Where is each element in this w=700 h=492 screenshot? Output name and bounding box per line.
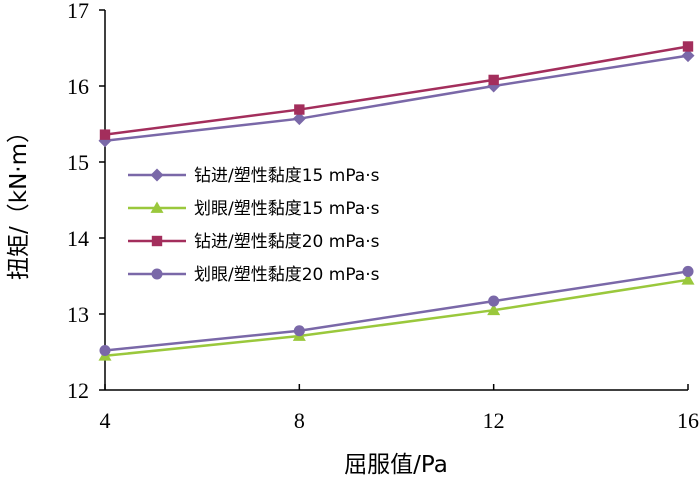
legend-label: 钻进/塑性黏度20 mPa·s — [194, 232, 380, 252]
y-tick-label: 13 — [67, 302, 89, 327]
ticks: 12 13 14 15 16 17 4 8 12 16 — [67, 0, 699, 433]
x-tick-label: 4 — [100, 408, 111, 433]
y-tick-label: 17 — [67, 0, 89, 23]
data-point-circle — [99, 344, 111, 357]
data-point-diamond — [681, 49, 695, 63]
legend-label: 钻进/塑性黏度15 mPa·s — [194, 166, 380, 186]
y-tick-label: 15 — [67, 150, 89, 175]
series-line-4 — [104, 270, 689, 352]
series-line-1 — [104, 54, 689, 142]
series-lines — [104, 45, 689, 358]
legend-swatch-square — [151, 235, 163, 247]
legend: 钻进/塑性黏度15 mPa·s 划眼/塑性黏度15 mPa·s 钻进/塑性黏度20 … — [128, 166, 380, 285]
data-point-circle — [293, 325, 305, 337]
data-point-circle — [682, 265, 694, 277]
series-line-2 — [104, 278, 689, 358]
legend-label: 划眼/塑性黏度20 mPa·s — [194, 265, 380, 285]
data-point-triangle — [681, 273, 695, 285]
data-point-diamond — [292, 112, 306, 126]
legend-swatch-triangle — [150, 201, 164, 213]
legend-swatch-diamond — [150, 168, 164, 182]
legend-swatch-circle — [151, 268, 163, 280]
series-markers — [98, 41, 695, 361]
data-point-square — [488, 74, 499, 86]
series-line-3 — [104, 45, 689, 136]
x-tick-label: 12 — [483, 408, 505, 433]
data-point-square — [99, 129, 111, 140]
data-point-square — [682, 41, 694, 52]
x-axis-title: 屈服值/Pa — [344, 452, 448, 478]
legend-label: 划眼/塑性黏度15 mPa·s — [194, 199, 380, 219]
data-point-circle — [488, 295, 500, 307]
x-tick-label: 8 — [294, 408, 305, 433]
y-tick-label: 16 — [67, 74, 89, 99]
data-point-triangle — [487, 303, 501, 316]
y-tick-label: 14 — [67, 226, 89, 251]
axes — [104, 10, 688, 391]
data-point-square — [294, 104, 305, 115]
y-axis-title: 扭矩/（kN·m） — [6, 120, 32, 280]
y-tick-label: 12 — [67, 378, 89, 403]
x-tick-label: 16 — [677, 408, 699, 433]
